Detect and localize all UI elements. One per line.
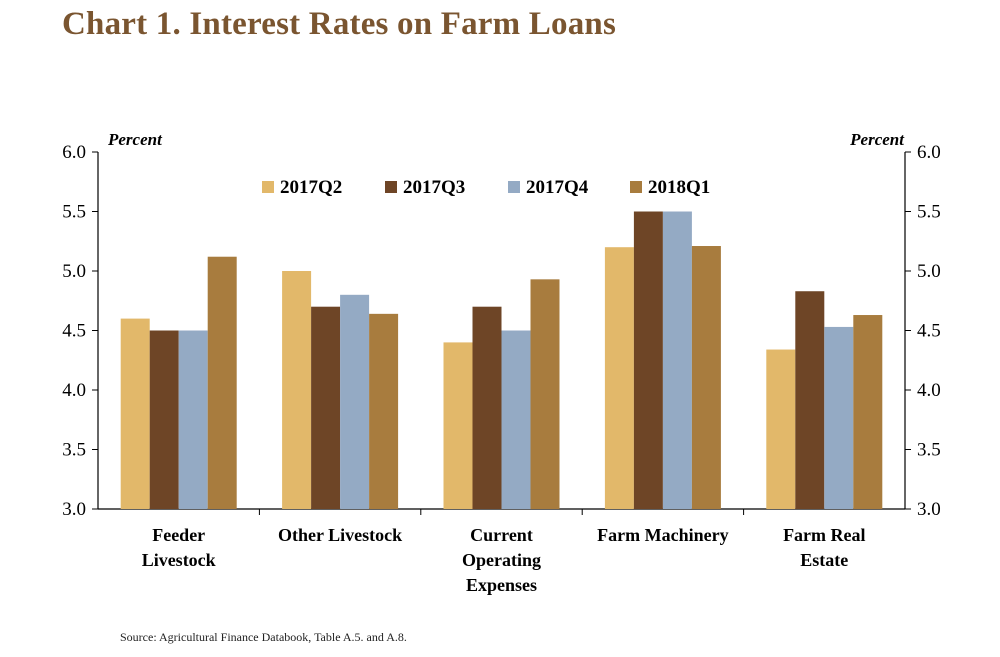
bar-2017Q4-0 (178, 330, 208, 509)
x-category-label: Feeder (152, 525, 205, 545)
y-tick-label-left: 5.5 (62, 202, 86, 223)
x-category-label: Expenses (466, 575, 537, 595)
bar-2017Q3-3 (633, 211, 663, 509)
bar-2017Q3-0 (149, 330, 179, 509)
x-category-label: Farm Machinery (597, 525, 728, 545)
y-tick-label-left: 4.0 (62, 380, 86, 401)
y-tick-label-right: 5.5 (917, 202, 941, 223)
x-category-label: Estate (800, 550, 848, 570)
bar-2018Q1-4 (853, 315, 883, 509)
bar-2017Q4-3 (662, 211, 692, 509)
y-tick-label-left: 5.0 (62, 261, 86, 282)
y-axis-title-right: Percent (849, 130, 905, 149)
bar-2017Q2-1 (282, 271, 312, 509)
y-tick-label-right: 4.0 (917, 380, 941, 401)
legend-label-2017Q4: 2017Q4 (526, 177, 589, 198)
bar-2018Q1-0 (207, 256, 237, 509)
bar-2017Q4-1 (340, 294, 370, 509)
y-axis-title-left: Percent (107, 130, 163, 149)
bar-2018Q1-2 (530, 279, 560, 509)
legend-swatch-2017Q2 (262, 181, 274, 193)
bar-2017Q4-4 (824, 326, 854, 509)
legend-swatch-2018Q1 (630, 181, 642, 193)
bar-2017Q3-2 (472, 306, 502, 509)
x-category-label: Current (470, 525, 533, 545)
legend-swatch-2017Q4 (508, 181, 520, 193)
legend-label-2017Q3: 2017Q3 (403, 177, 465, 198)
y-tick-label-left: 3.0 (62, 499, 86, 520)
y-tick-label-left: 3.5 (62, 440, 86, 461)
legend-label-2017Q2: 2017Q2 (280, 177, 342, 198)
y-tick-label-right: 6.0 (917, 142, 941, 163)
y-tick-label-right: 4.5 (917, 321, 941, 342)
legend-label-2018Q1: 2018Q1 (648, 177, 710, 198)
y-tick-label-right: 3.5 (917, 440, 941, 461)
chart-title: Chart 1. Interest Rates on Farm Loans (62, 6, 616, 42)
bar-2017Q2-4 (766, 349, 796, 509)
x-category-label: Livestock (142, 550, 216, 570)
source-note: Source: Agricultural Finance Databook, T… (120, 630, 407, 644)
y-tick-label-right: 5.0 (917, 261, 941, 282)
y-tick-label-right: 3.0 (917, 499, 941, 520)
legend-swatch-2017Q3 (385, 181, 397, 193)
bar-2017Q2-2 (443, 342, 473, 509)
bar-2018Q1-3 (691, 246, 721, 509)
bar-2017Q3-4 (795, 291, 825, 509)
x-category-label: Operating (462, 550, 541, 570)
bar-2017Q2-0 (120, 318, 150, 509)
bar-2017Q2-3 (604, 247, 634, 509)
y-tick-label-left: 6.0 (62, 142, 86, 163)
x-category-label: Farm Real (783, 525, 865, 545)
bar-2017Q4-2 (501, 330, 531, 509)
x-category-label: Other Livestock (278, 525, 402, 545)
y-tick-label-left: 4.5 (62, 321, 86, 342)
bar-2018Q1-1 (369, 313, 399, 509)
bar-2017Q3-1 (311, 306, 341, 509)
